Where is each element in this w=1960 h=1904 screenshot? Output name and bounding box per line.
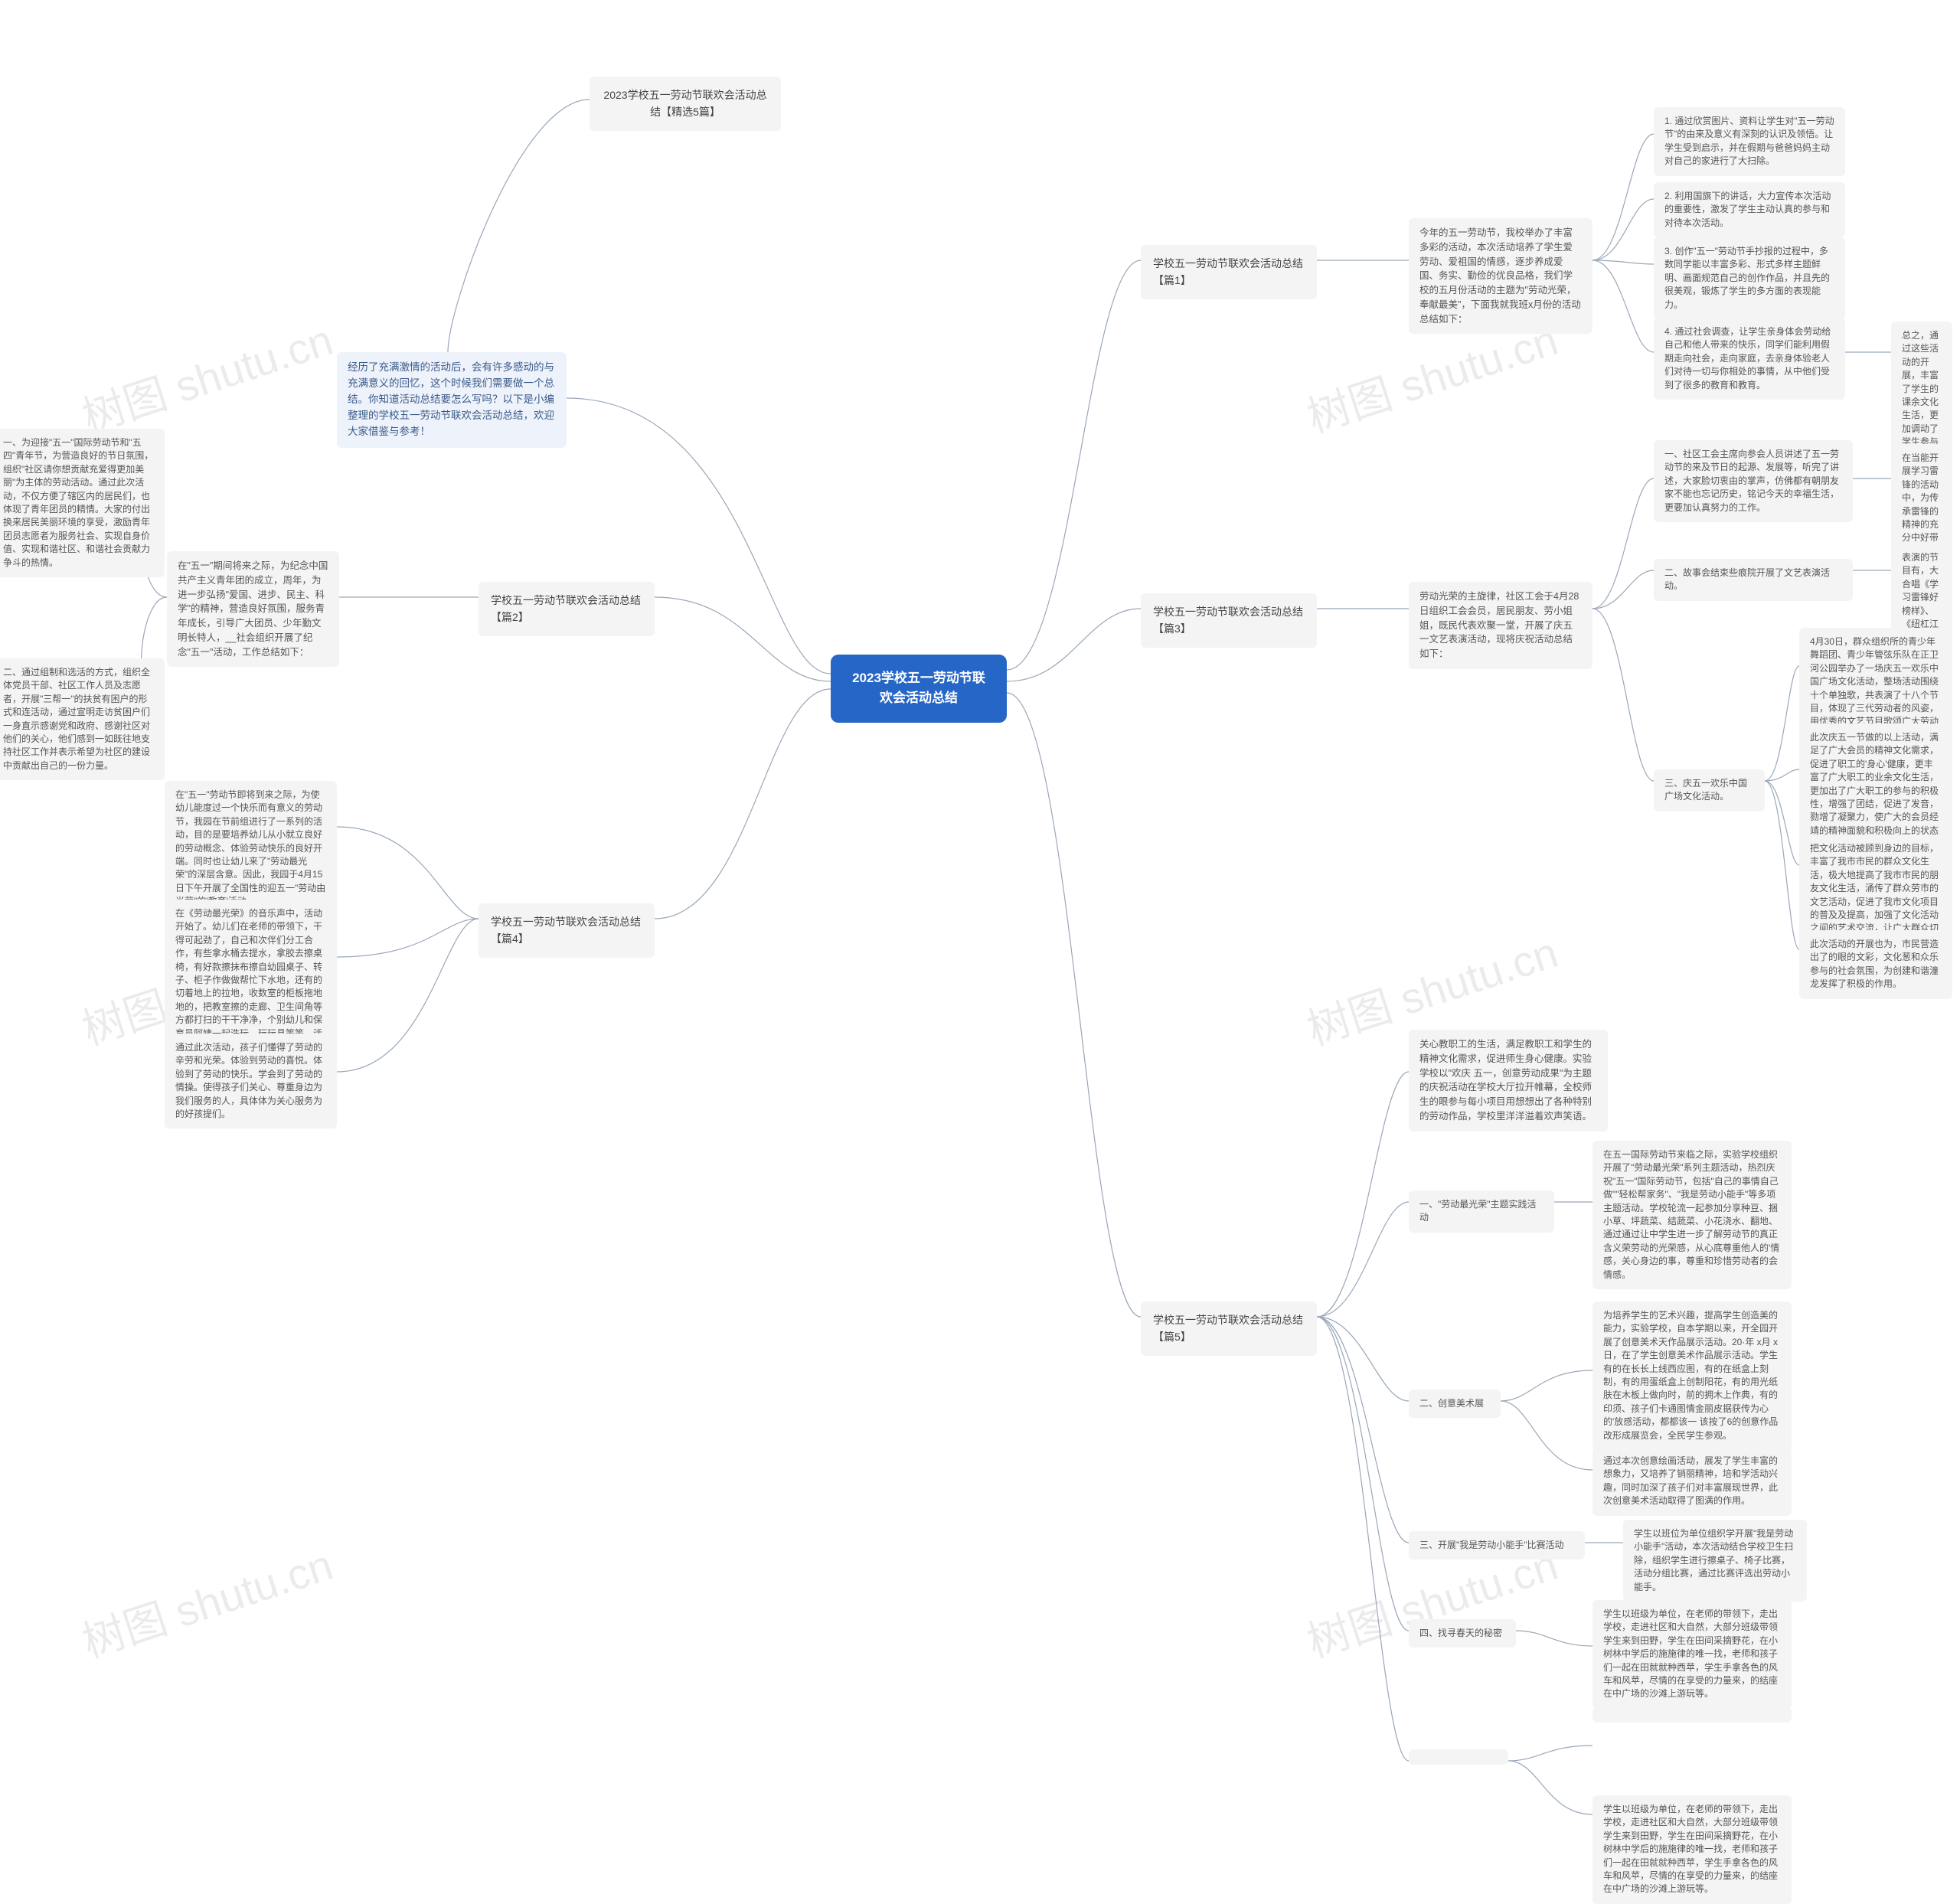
branch2-title: 学校五一劳动节联欢会活动总结【篇2】 <box>479 582 655 636</box>
branch3-item-head: 三、庆五一欢乐中国广场文化活动。 <box>1654 769 1765 812</box>
branch5-lead: 关心教职工的生活，满足教职工和学生的精神文化需求，促进师生身心健康。实验学校以"… <box>1409 1030 1608 1132</box>
branch1-lead: 今年的五一劳动节，我校举办了丰富多彩的活动，本次活动培养了学生爱劳动、爱祖国的情… <box>1409 218 1592 334</box>
branch3-item-sub: 此次活动的开展也为，市民营造出了的眼的文彩，文化葱和众乐参与的社会氛围，为创建和… <box>1799 930 1952 999</box>
branch3-lead: 劳动光荣的主旋律，社区工会于4月28日组织工会会员，居民朋友、劳小姐姐，既民代表… <box>1409 582 1592 669</box>
branch3-item-head: 一、社区工会主席向参会人员讲述了五一劳动节的来及节日的起源、发展等，听完了讲述，… <box>1654 440 1853 522</box>
branch4-item: 通过此次活动，孩子们懂得了劳动的辛劳和光荣。体验到劳动的喜悦。体验到了劳动的快乐… <box>165 1034 337 1128</box>
branch5-item-tail: 学生以班级为单位，在老师的带领下，走出学校，走进社区和大自然，大部分班级带领学生… <box>1592 1795 1792 1904</box>
branch5-item-tail: 在五一国际劳动节来临之际，实验学校组织开展了"劳动最光荣"系列主题活动，热烈庆祝… <box>1592 1141 1792 1289</box>
branch5-item-body <box>1592 1707 1792 1723</box>
branch5-title: 学校五一劳动节联欢会活动总结【篇5】 <box>1141 1301 1317 1356</box>
branch5-item-tail: 学生以班位为单位组织学开展"我是劳动小能手"活动，本次活动结合学校卫生扫除，组织… <box>1623 1520 1807 1602</box>
branch2-lead: 在"五一"期间将来之际，为纪念中国共产主义青年团的成立，周年，为进一步弘扬"爱国… <box>167 551 339 667</box>
branch1-title: 学校五一劳动节联欢会活动总结【篇1】 <box>1141 245 1317 299</box>
branch5-item-body: 为培养学生的艺术兴趣，提高学生创造美的能力，实验学校，自本学期以来，开全园开展了… <box>1592 1301 1792 1450</box>
branch5-item-head: 二、创意美术展 <box>1409 1390 1501 1418</box>
center-node: 2023学校五一劳动节联欢会活动总结 <box>831 655 1007 723</box>
branch5-item-tail: 通过本次创意绘画活动，展发了学生丰富的想象力，又培养了销丽精神，培和学活动兴趣，… <box>1592 1447 1792 1516</box>
branch3-item-head: 二、故事会结束些痕院开展了文艺表演活动。 <box>1654 559 1853 601</box>
branch2-item: 一、为迎接"五一"国际劳动节和"五四"青年节，为营造良好的节日氛围，组织"社区请… <box>0 429 165 577</box>
watermark: 树图 shutu.cn <box>74 306 340 446</box>
branch4-title: 学校五一劳动节联欢会活动总结【篇4】 <box>479 903 655 958</box>
branch2-item: 二、通过组制和选活的方式，组织全体党员干部、社区工作人员及志愿者，开展"三帮一"… <box>0 658 165 780</box>
intro-main-node: 经历了充满激情的活动后，会有许多感动的与充满意义的回忆，这个时候我们需要做一个总… <box>337 352 567 448</box>
branch5-item-tail: 学生以班级为单位，在老师的带领下，走出学校，走进社区和大自然，大部分班级带领学生… <box>1592 1600 1792 1709</box>
branch1-item: 4. 通过社会调查，让学生亲身体会劳动给自己和他人带来的快乐，同学们能利用假期走… <box>1654 318 1845 400</box>
branch5-item-head: 四、找寻春天的秘密 <box>1409 1619 1516 1648</box>
branch1-item: 3. 创作"五一"劳动节手抄报的过程中，多数同学能以丰富多彩、形式多样主题鲜明、… <box>1654 237 1845 319</box>
intro-selected-node: 2023学校五一劳动节联欢会活动总结【精选5篇】 <box>590 77 781 131</box>
branch3-title: 学校五一劳动节联欢会活动总结【篇3】 <box>1141 593 1317 648</box>
branch1-item: 2. 利用国旗下的讲话，大力宣传本次活动的重要性，激发了学生主动认真的参与和对待… <box>1654 182 1845 237</box>
branch4-item: 在"五一"劳动节即将到来之际，为使幼儿能度过一个快乐而有意义的劳动节，我园在节前… <box>165 781 337 916</box>
branch5-item-head: 三、开展"我是劳动小能手"比赛活动 <box>1409 1531 1585 1559</box>
watermark: 树图 shutu.cn <box>74 1531 340 1670</box>
branch5-item-head: 一、"劳动最光荣"主题实践活动 <box>1409 1190 1554 1233</box>
branch1-item: 1. 通过欣赏图片、资料让学生对"五一劳动节"的由来及意义有深刻的认识及领悟。让… <box>1654 107 1845 176</box>
branch5-item-head <box>1409 1749 1508 1765</box>
